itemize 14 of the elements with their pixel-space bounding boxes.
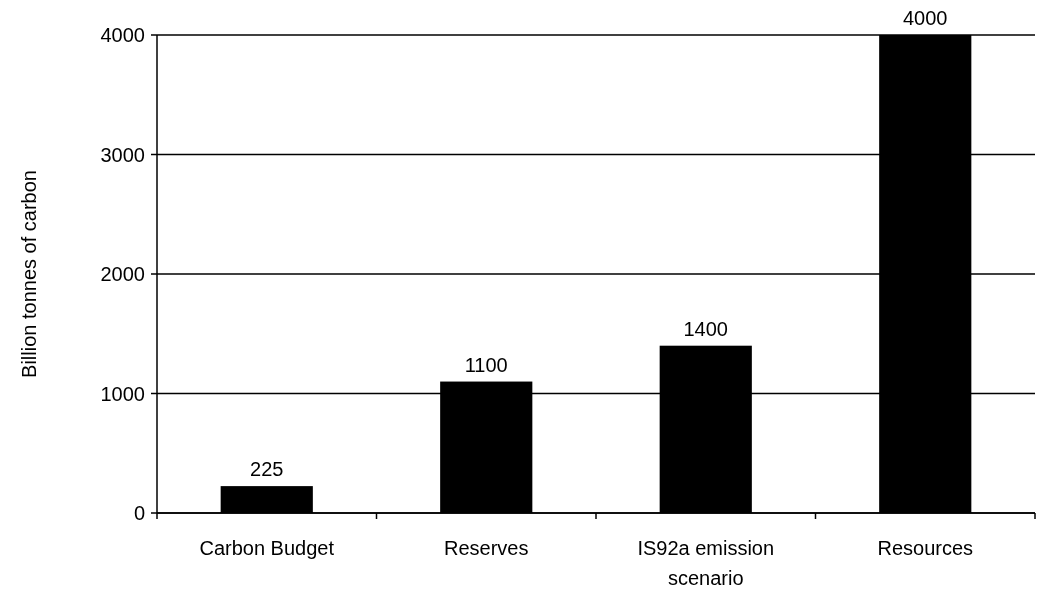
x-tick-label: Reserves	[444, 537, 529, 559]
data-label: 4000	[903, 7, 948, 29]
y-tick-label: 1000	[100, 382, 145, 405]
y-axis-title: Billion tonnes of carbon	[18, 170, 40, 378]
y-tick-label: 3000	[100, 143, 145, 166]
data-label: 1400	[683, 317, 728, 340]
data-label: 1100	[464, 353, 508, 376]
data-label: 225	[250, 458, 284, 481]
x-tick-label: Resources	[877, 537, 974, 559]
y-tick-label: 2000	[100, 263, 145, 285]
x-tick-label: Carbon Budget	[199, 537, 335, 559]
y-tick-label: 4000	[100, 24, 145, 46]
x-tick-label: IS92a emission scenario	[637, 537, 775, 589]
y-tick-label: 0	[133, 502, 145, 524]
